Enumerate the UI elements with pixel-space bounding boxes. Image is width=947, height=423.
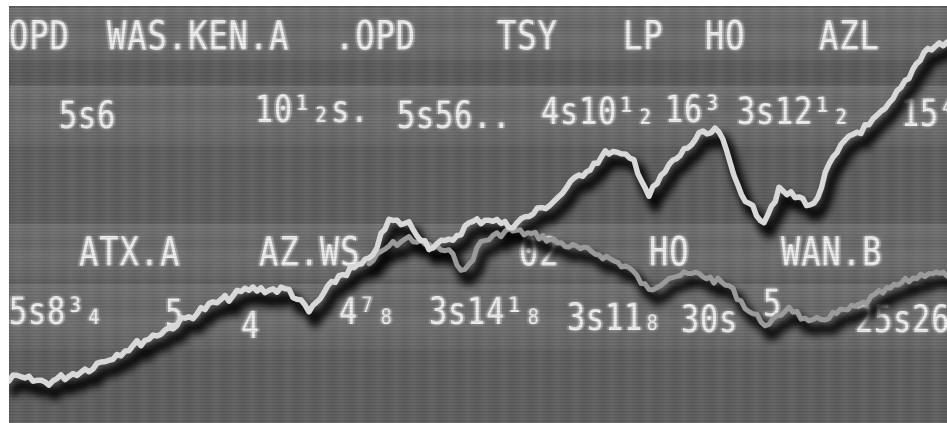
- ticker-symbol: HO: [649, 228, 690, 276]
- mid-trend-shadow: [370, 233, 947, 341]
- ticker-symbol: OPD: [9, 12, 70, 60]
- trend-line-shadows: [9, 47, 947, 401]
- ticker-price: 10¹₂s.: [255, 88, 370, 132]
- stock-ticker-photo: OPD WAS.KEN.A .OPD TSY LP HO AZL 5s6 10¹…: [9, 6, 947, 423]
- ticker-price: 4: [241, 304, 261, 348]
- ticker-price: 5s6: [59, 94, 117, 138]
- ticker-price: 3s11₈: [567, 296, 663, 340]
- ticker-band-1: [9, 8, 947, 60]
- light-trend-shadow: [9, 47, 947, 401]
- ticker-price: 30s: [681, 298, 739, 342]
- ticker-price: 25s26¹₄: [855, 298, 947, 342]
- ticker-symbol: WAN.B: [781, 228, 883, 276]
- ticker-price: 3s14¹₈: [429, 290, 544, 334]
- ticker-gap-1: [9, 62, 947, 84]
- ticker-price: 5s8³₄: [9, 290, 105, 334]
- light-trend-line: [9, 39, 947, 388]
- mid-trend-line: [366, 225, 947, 329]
- trend-lines: [9, 39, 947, 388]
- ticker-symbol: AZL: [819, 12, 880, 60]
- ticker-price: 4⁷₈: [339, 290, 397, 334]
- ticker-symbol: .OPD: [335, 12, 417, 60]
- ticker-symbol: TSY: [497, 12, 558, 60]
- ticker-price: 4s10¹₂: [541, 90, 656, 134]
- ticker-symbol: WAS.KEN.A: [107, 12, 290, 60]
- ticker-symbol: HO: [705, 12, 746, 60]
- ticker-symbol: AZ.WS: [259, 228, 361, 276]
- ticker-symbol: LP: [623, 12, 664, 60]
- ticker-band-2: [9, 86, 947, 146]
- ticker-price: 16³: [665, 88, 723, 132]
- market-trend-lines: [9, 39, 947, 401]
- ticker-price: 5s56..: [397, 94, 512, 138]
- ticker-symbol: ATX.A: [79, 228, 181, 276]
- ticker-price: 3s12¹₂: [737, 90, 852, 134]
